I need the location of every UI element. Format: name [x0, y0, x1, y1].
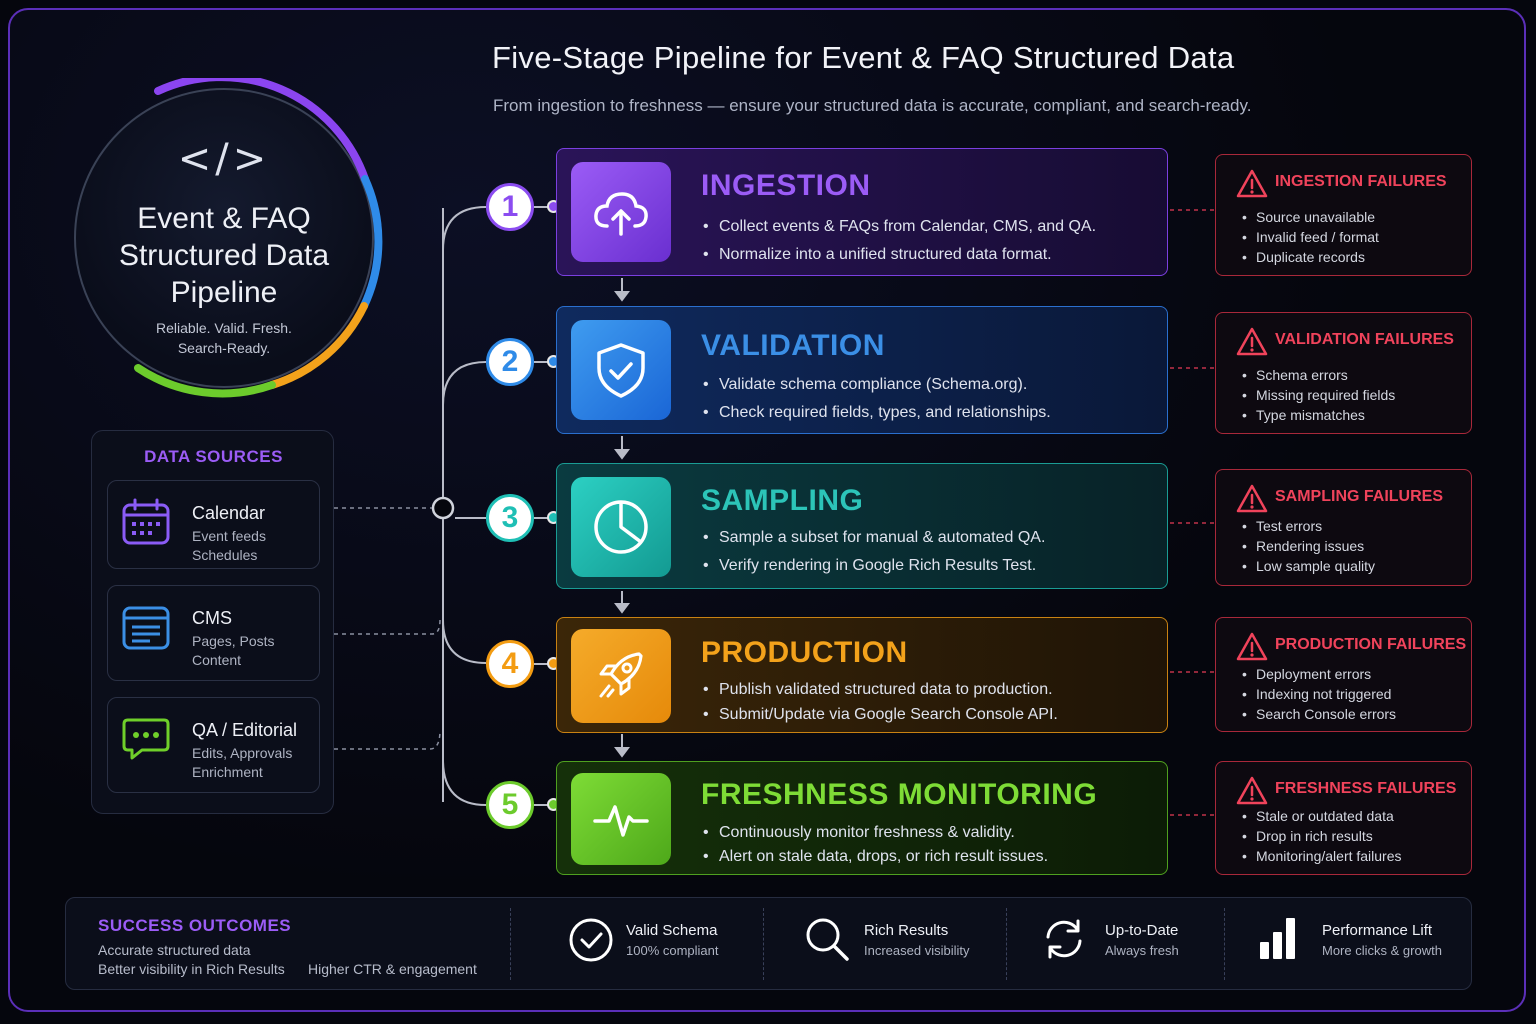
stage-number-4: 4 — [486, 640, 534, 688]
warning-icon — [1236, 484, 1268, 513]
failure-box-production[interactable]: PRODUCTION FAILURES Deployment errorsInd… — [1215, 617, 1472, 732]
pie-chart-icon — [594, 500, 648, 554]
stage-title: FRESHNESS MONITORING — [701, 778, 1098, 811]
outcomes-title: SUCCESS OUTCOMES — [98, 916, 292, 935]
stage-number-5: 5 — [486, 781, 534, 829]
hero-gradient-ring — [134, 78, 383, 398]
stage-title: PRODUCTION — [701, 636, 908, 669]
divider — [1224, 908, 1225, 980]
hero-tagline: Reliable. Valid. Fresh. Search-Ready. — [156, 320, 292, 356]
source-card-calendar[interactable]: Calendar Event feeds Schedules — [107, 480, 320, 569]
stage-icon-tile — [571, 320, 671, 420]
failure-list: Stale or outdated dataDrop in rich resul… — [1240, 806, 1402, 866]
page-subtitle: From ingestion to freshness — ensure you… — [493, 96, 1252, 115]
warning-icon — [1236, 632, 1268, 661]
chat-bubble-icon — [122, 718, 170, 760]
magnifier-icon — [806, 918, 849, 961]
stage-bullets: Continuously monitor freshness & validit… — [701, 821, 1048, 869]
failure-list: Test errorsRendering issuesLow sample qu… — [1240, 516, 1375, 576]
stage-card-freshness-monitoring[interactable]: FRESHNESS MONITORING Continuously monito… — [556, 761, 1168, 875]
failure-list: Source unavailableInvalid feed / formatD… — [1240, 207, 1379, 267]
failure-title: PRODUCTION FAILURES — [1275, 636, 1467, 653]
stage-title: VALIDATION — [701, 329, 885, 362]
failure-box-ingestion[interactable]: INGESTION FAILURES Source unavailableInv… — [1215, 154, 1472, 276]
warning-icon — [1236, 169, 1268, 198]
refresh-icon — [1046, 919, 1082, 959]
source-card-cms[interactable]: CMS Pages, Posts Content — [107, 585, 320, 681]
source-sub: Pages, Posts Content — [192, 633, 275, 668]
divider — [510, 908, 511, 980]
stage-icon-tile — [571, 629, 671, 723]
source-name: QA / Editorial — [192, 720, 298, 740]
stage-icon-tile — [571, 773, 671, 865]
stage-number-3: 3 — [486, 494, 534, 542]
rocket-icon — [599, 652, 643, 698]
stage-card-validation[interactable]: VALIDATION Validate schema compliance (S… — [556, 306, 1168, 434]
stage-bullets: Sample a subset for manual & automated Q… — [701, 524, 1045, 580]
success-outcomes-panel: SUCCESS OUTCOMES Accurate structured dat… — [65, 897, 1472, 990]
code-icon: </> — [177, 136, 271, 182]
failure-list: Schema errorsMissing required fieldsType… — [1240, 365, 1395, 425]
bar-chart-icon — [1260, 918, 1295, 959]
data-sources-title: DATA SOURCES — [144, 447, 283, 466]
data-sources-panel: DATA SOURCES Calendar Event feeds Schedul… — [91, 430, 334, 814]
stage-number-1: 1 — [486, 183, 534, 231]
check-circle-icon — [569, 918, 613, 962]
stage-bullets: Validate schema compliance (Schema.org).… — [701, 371, 1051, 427]
source-sub: Edits, Approvals Enrichment — [192, 745, 293, 780]
stage-title: SAMPLING — [701, 484, 864, 517]
hero-circle-body — [74, 88, 374, 388]
stage-bullets: Collect events & FAQs from Calendar, CMS… — [701, 213, 1096, 269]
stage-bullets: Publish validated structured data to pro… — [701, 677, 1058, 727]
failure-title: SAMPLING FAILURES — [1275, 488, 1444, 505]
failure-box-validation[interactable]: VALIDATION FAILURES Schema errorsMissing… — [1215, 312, 1472, 434]
source-name: Calendar — [192, 503, 266, 523]
cms-window-icon — [122, 606, 170, 650]
outcome-line: Higher CTR & engagement — [308, 961, 477, 977]
failure-box-freshness[interactable]: FRESHNESS FAILURES Stale or outdated dat… — [1215, 761, 1472, 875]
warning-icon — [1236, 776, 1268, 805]
outcome-line: Accurate structured data — [98, 942, 251, 958]
stage-card-sampling[interactable]: SAMPLING Sample a subset for manual & au… — [556, 463, 1168, 589]
stage-icon-tile — [571, 162, 671, 262]
failure-list: Deployment errorsIndexing not triggeredS… — [1240, 664, 1396, 724]
failure-title: VALIDATION FAILURES — [1275, 331, 1454, 348]
divider — [1006, 908, 1007, 980]
outcome-line: Better visibility in Rich Results — [98, 961, 285, 977]
cloud-upload-icon — [594, 192, 648, 236]
source-sub: Event feeds Schedules — [192, 528, 266, 563]
page-title: Five-Stage Pipeline for Event & FAQ Stru… — [492, 40, 1235, 75]
source-name: CMS — [192, 608, 232, 628]
heartbeat-icon — [593, 805, 649, 837]
shield-check-icon — [597, 343, 645, 398]
failure-title: INGESTION FAILURES — [1275, 173, 1447, 190]
hero-circle: </> Event & FAQ Structured Data Pipeline… — [74, 78, 383, 398]
failure-title: FRESHNESS FAILURES — [1275, 780, 1457, 797]
warning-icon — [1236, 327, 1268, 356]
stage-number-2: 2 — [486, 338, 534, 386]
stage-icon-tile — [571, 477, 671, 577]
failure-box-sampling[interactable]: SAMPLING FAILURES Test errorsRendering i… — [1215, 469, 1472, 586]
calendar-icon — [122, 498, 170, 545]
stage-title: INGESTION — [701, 169, 871, 202]
stage-card-ingestion[interactable]: INGESTION Collect events & FAQs from Cal… — [556, 148, 1168, 276]
stage-card-production[interactable]: PRODUCTION Publish validated structured … — [556, 617, 1168, 733]
divider — [763, 908, 764, 980]
source-card-qa-editorial[interactable]: QA / Editorial Edits, Approvals Enrichmen… — [107, 697, 320, 793]
hero-title: Event & FAQ Structured Data Pipeline — [118, 202, 330, 309]
